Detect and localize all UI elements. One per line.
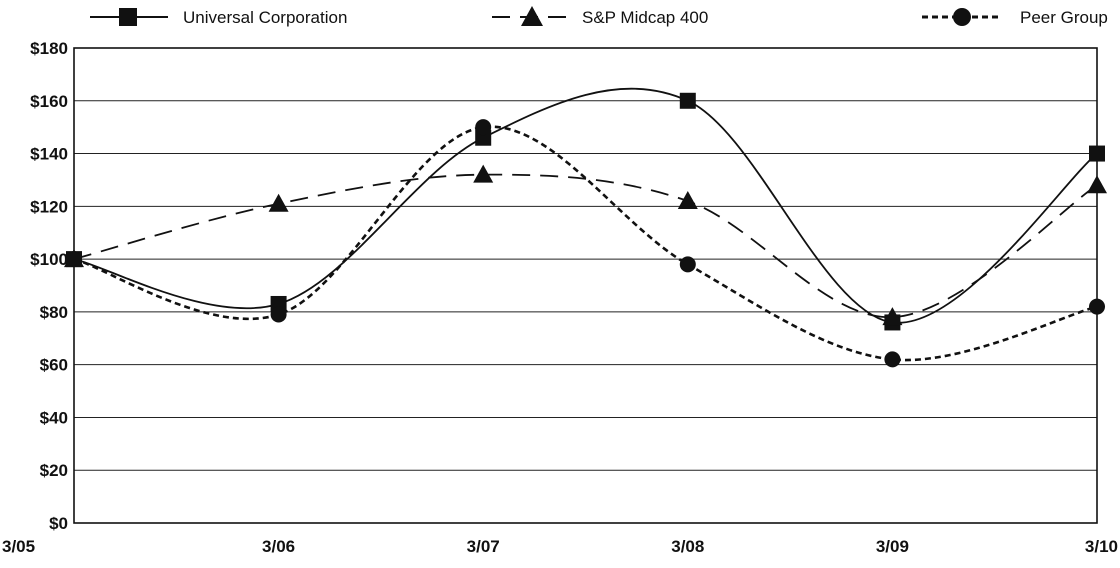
series-layer (64, 87, 1107, 368)
legend-label-sp-midcap-400: S&P Midcap 400 (582, 8, 708, 27)
data-point-s-p-midcap-400 (677, 191, 698, 210)
legend-item-universal-corporation: Universal Corporation (90, 8, 347, 27)
x-tick-label: 3/05 (2, 537, 35, 556)
x-tick-label: 3/06 (262, 537, 295, 556)
data-point-peer-group (1089, 298, 1105, 315)
x-tick-label: 3/10 (1085, 537, 1118, 556)
square-marker-icon (119, 8, 137, 26)
x-tick-label: 3/07 (467, 537, 500, 556)
y-tick-label: $20 (40, 461, 68, 480)
series-line-peer-group (73, 125, 1098, 362)
data-point-peer-group (270, 306, 287, 323)
y-tick-label: $120 (30, 197, 68, 216)
data-point-universal-corporation (679, 92, 696, 109)
y-tick-label: $100 (30, 250, 68, 269)
y-tick-label: $160 (30, 92, 68, 111)
legend-item-sp-midcap-400: S&P Midcap 400 (492, 6, 708, 27)
series-line-universal-corporation (73, 87, 1098, 324)
legend: Universal Corporation S&P Midcap 400 Pee… (90, 6, 1108, 27)
y-tick-label: $60 (40, 356, 68, 375)
series-universal-corporation (66, 87, 1105, 331)
data-point-s-p-midcap-400 (473, 164, 494, 183)
y-tick-label: $80 (40, 303, 68, 322)
plot-frame (73, 47, 1098, 524)
y-tick-label: $40 (40, 408, 68, 427)
series-s-p-midcap-400 (64, 164, 1107, 326)
y-tick-label: $140 (30, 145, 68, 164)
plot-area (73, 47, 1098, 524)
series-line-s-p-midcap-400 (73, 173, 1098, 319)
circle-marker-icon (953, 8, 971, 26)
series-peer-group (66, 119, 1105, 368)
y-tick-label: $0 (49, 514, 68, 533)
y-axis-ticks: $0 $20 $40 $60 $80 $100 $120 $140 $160 $180 (30, 39, 68, 533)
data-point-peer-group (884, 351, 901, 368)
triangle-marker-icon (521, 6, 543, 26)
x-tick-label: 3/09 (876, 537, 909, 556)
data-point-s-p-midcap-400 (882, 307, 903, 326)
data-point-s-p-midcap-400 (1087, 175, 1107, 194)
data-point-peer-group (475, 119, 492, 136)
legend-label-universal-corporation: Universal Corporation (183, 8, 347, 27)
data-point-peer-group (66, 251, 82, 268)
legend-item-peer-group: Peer Group (922, 8, 1108, 27)
y-tick-label: $180 (30, 39, 68, 58)
x-axis-ticks: 3/05 3/06 3/07 3/08 3/09 3/10 (2, 537, 1118, 556)
legend-label-peer-group: Peer Group (1020, 8, 1108, 27)
x-tick-label: 3/08 (671, 537, 704, 556)
data-point-universal-corporation (1089, 145, 1105, 162)
data-point-s-p-midcap-400 (268, 193, 289, 212)
data-point-peer-group (679, 256, 696, 273)
